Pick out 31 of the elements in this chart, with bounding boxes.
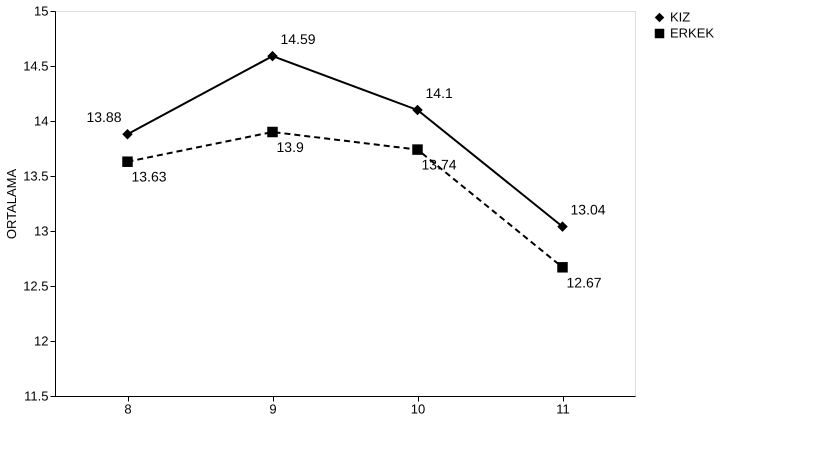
legend-label: KIZ: [670, 10, 690, 24]
legend-label: ERKEK: [670, 26, 714, 40]
y-tick-label: 14: [34, 114, 48, 128]
x-tick-label: 10: [410, 402, 426, 416]
x-tick-label: 8: [124, 402, 132, 416]
x-tick-label: 11: [556, 402, 570, 416]
data-label: 13.74: [422, 156, 457, 173]
y-tick-label: 15: [34, 4, 48, 18]
data-label: 14.59: [280, 31, 316, 48]
x-tick-label: 9: [269, 402, 277, 416]
data-label: 13.88: [86, 109, 122, 126]
point: [412, 144, 423, 155]
y-tick-label: 13.5: [23, 168, 48, 184]
data-label: 13.04: [570, 202, 606, 218]
point: [267, 50, 278, 62]
data-label: 12.67: [566, 274, 602, 290]
point: [122, 156, 133, 167]
y-tick-label: 14.5: [23, 58, 48, 74]
y-axis-title: ORTALAMA: [4, 168, 20, 240]
point: [267, 126, 278, 138]
data-label: 14.1: [426, 85, 453, 101]
y-tick-label: 12.5: [23, 278, 48, 294]
y-tick-label: 11.5: [24, 388, 48, 404]
point: [557, 262, 568, 273]
point: [412, 104, 423, 116]
data-label: 13.9: [276, 139, 304, 155]
point: [557, 221, 568, 232]
y-tick-label: 13: [34, 224, 48, 238]
point: [122, 128, 133, 140]
data-label: 13.63: [132, 168, 167, 185]
y-tick-label: 12: [34, 334, 48, 348]
